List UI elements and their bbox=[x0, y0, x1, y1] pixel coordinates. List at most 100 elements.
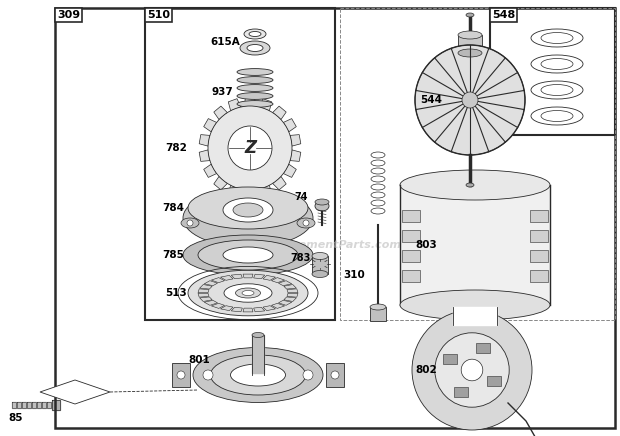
Text: 801: 801 bbox=[188, 355, 210, 365]
Ellipse shape bbox=[297, 218, 315, 228]
Bar bbox=[145, 8, 335, 320]
Ellipse shape bbox=[231, 364, 285, 386]
Ellipse shape bbox=[400, 290, 550, 320]
Polygon shape bbox=[198, 289, 209, 293]
Polygon shape bbox=[272, 303, 285, 308]
Polygon shape bbox=[244, 97, 255, 106]
Circle shape bbox=[303, 220, 309, 226]
Polygon shape bbox=[272, 278, 285, 283]
Ellipse shape bbox=[181, 218, 199, 228]
Ellipse shape bbox=[541, 33, 573, 44]
Text: ReplacementParts.com: ReplacementParts.com bbox=[258, 240, 402, 250]
Polygon shape bbox=[254, 307, 265, 312]
Polygon shape bbox=[273, 177, 286, 190]
Ellipse shape bbox=[400, 170, 550, 200]
Polygon shape bbox=[244, 190, 255, 199]
Circle shape bbox=[203, 370, 213, 380]
Ellipse shape bbox=[237, 101, 273, 107]
Polygon shape bbox=[221, 276, 233, 280]
Polygon shape bbox=[40, 380, 110, 404]
Text: 784: 784 bbox=[162, 203, 184, 213]
Polygon shape bbox=[284, 297, 296, 301]
Circle shape bbox=[331, 371, 339, 379]
Polygon shape bbox=[231, 274, 242, 279]
Polygon shape bbox=[243, 308, 253, 312]
Text: 802: 802 bbox=[415, 365, 436, 375]
Polygon shape bbox=[259, 185, 272, 198]
Polygon shape bbox=[284, 285, 296, 289]
Polygon shape bbox=[278, 281, 292, 286]
Polygon shape bbox=[263, 276, 275, 280]
Polygon shape bbox=[199, 135, 210, 146]
Ellipse shape bbox=[312, 270, 328, 277]
Circle shape bbox=[412, 310, 532, 430]
Bar bbox=[458, 35, 482, 53]
Ellipse shape bbox=[371, 176, 385, 182]
Polygon shape bbox=[453, 307, 497, 325]
Text: 85: 85 bbox=[8, 413, 22, 423]
Ellipse shape bbox=[211, 355, 306, 395]
Polygon shape bbox=[290, 135, 301, 146]
Ellipse shape bbox=[531, 107, 583, 125]
Polygon shape bbox=[199, 150, 210, 161]
Polygon shape bbox=[22, 402, 26, 408]
Ellipse shape bbox=[240, 41, 270, 55]
Bar bbox=[340, 8, 615, 320]
Ellipse shape bbox=[315, 201, 329, 211]
Ellipse shape bbox=[198, 240, 298, 270]
Polygon shape bbox=[17, 402, 21, 408]
Ellipse shape bbox=[223, 198, 273, 222]
Ellipse shape bbox=[541, 58, 573, 69]
Text: 782: 782 bbox=[165, 143, 187, 153]
Ellipse shape bbox=[237, 68, 273, 75]
Polygon shape bbox=[283, 164, 296, 177]
Text: 548: 548 bbox=[492, 10, 515, 20]
Bar bbox=[530, 210, 548, 222]
Ellipse shape bbox=[188, 187, 308, 229]
Polygon shape bbox=[204, 164, 216, 177]
Polygon shape bbox=[214, 106, 228, 119]
Polygon shape bbox=[12, 402, 16, 408]
Circle shape bbox=[228, 126, 272, 170]
Polygon shape bbox=[231, 307, 242, 312]
Text: 510: 510 bbox=[147, 10, 170, 20]
Text: 544: 544 bbox=[420, 95, 442, 105]
Ellipse shape bbox=[371, 184, 385, 190]
Ellipse shape bbox=[371, 160, 385, 166]
Ellipse shape bbox=[371, 192, 385, 198]
Text: 803: 803 bbox=[415, 240, 436, 250]
Ellipse shape bbox=[237, 85, 273, 92]
Ellipse shape bbox=[224, 284, 272, 302]
Ellipse shape bbox=[237, 92, 273, 99]
Text: 785: 785 bbox=[162, 250, 184, 260]
Text: 937: 937 bbox=[212, 87, 234, 97]
Ellipse shape bbox=[370, 304, 386, 310]
Circle shape bbox=[415, 45, 525, 155]
Bar bbox=[530, 230, 548, 242]
Ellipse shape bbox=[236, 288, 260, 298]
Polygon shape bbox=[200, 285, 212, 289]
Polygon shape bbox=[172, 363, 190, 387]
Bar bbox=[530, 250, 548, 262]
Text: 783: 783 bbox=[290, 253, 311, 263]
Circle shape bbox=[208, 106, 292, 190]
Ellipse shape bbox=[371, 168, 385, 174]
Circle shape bbox=[462, 92, 478, 108]
Text: 309: 309 bbox=[57, 10, 80, 20]
Polygon shape bbox=[221, 306, 233, 310]
Circle shape bbox=[461, 359, 483, 381]
Polygon shape bbox=[259, 99, 272, 111]
Bar bbox=[370, 307, 386, 321]
Polygon shape bbox=[47, 402, 51, 408]
Ellipse shape bbox=[466, 183, 474, 187]
Polygon shape bbox=[27, 402, 31, 408]
Polygon shape bbox=[42, 402, 46, 408]
Polygon shape bbox=[200, 297, 212, 301]
Ellipse shape bbox=[531, 29, 583, 47]
Polygon shape bbox=[198, 293, 209, 297]
Bar bbox=[443, 354, 456, 364]
Ellipse shape bbox=[247, 44, 263, 51]
Ellipse shape bbox=[223, 247, 273, 263]
Ellipse shape bbox=[242, 290, 254, 296]
Polygon shape bbox=[290, 150, 301, 161]
